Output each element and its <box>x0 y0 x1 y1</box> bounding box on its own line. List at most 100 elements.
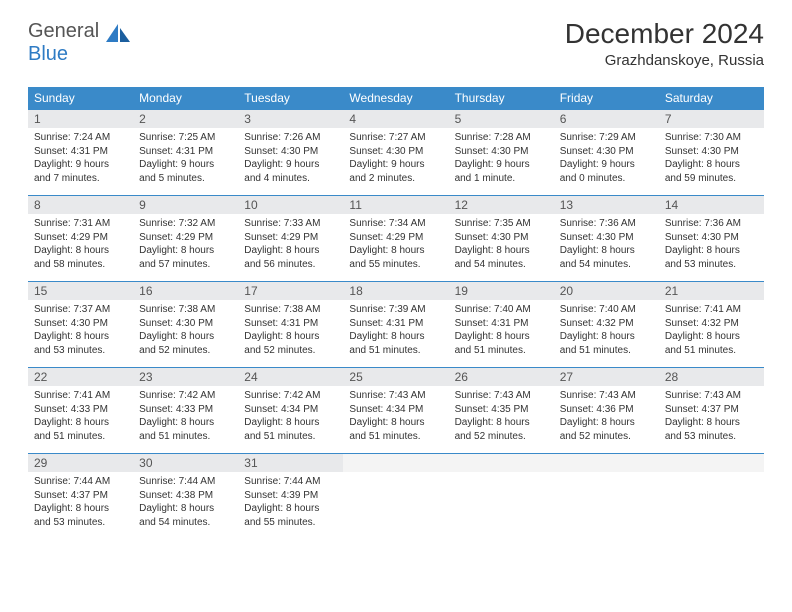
daylight-line: Daylight: 8 hours and 53 minutes. <box>665 244 758 271</box>
day-detail-cell: Sunrise: 7:42 AMSunset: 4:33 PMDaylight:… <box>133 386 238 454</box>
day-number-cell: 2 <box>133 110 238 129</box>
day-detail-cell: Sunrise: 7:25 AMSunset: 4:31 PMDaylight:… <box>133 128 238 196</box>
daylight-line: Daylight: 8 hours and 54 minutes. <box>455 244 548 271</box>
daylight-line: Daylight: 8 hours and 55 minutes. <box>349 244 442 271</box>
logo-word2: Blue <box>28 43 68 65</box>
day-detail-cell: Sunrise: 7:30 AMSunset: 4:30 PMDaylight:… <box>659 128 764 196</box>
day-detail-cell: Sunrise: 7:27 AMSunset: 4:30 PMDaylight:… <box>343 128 448 196</box>
day-detail-cell: Sunrise: 7:36 AMSunset: 4:30 PMDaylight:… <box>554 214 659 282</box>
day-detail-cell: Sunrise: 7:38 AMSunset: 4:31 PMDaylight:… <box>238 300 343 368</box>
daylight-line: Daylight: 8 hours and 51 minutes. <box>349 330 442 357</box>
sunrise-line: Sunrise: 7:40 AM <box>455 303 548 317</box>
day-detail-cell: Sunrise: 7:29 AMSunset: 4:30 PMDaylight:… <box>554 128 659 196</box>
daylight-line: Daylight: 8 hours and 53 minutes. <box>34 330 127 357</box>
sunrise-line: Sunrise: 7:41 AM <box>34 389 127 403</box>
sunset-line: Sunset: 4:38 PM <box>139 489 232 503</box>
day-of-week-header: Friday <box>554 87 659 110</box>
day-detail-cell: Sunrise: 7:41 AMSunset: 4:32 PMDaylight:… <box>659 300 764 368</box>
day-detail-cell <box>659 472 764 539</box>
day-detail-cell <box>554 472 659 539</box>
day-number-cell: 9 <box>133 196 238 215</box>
day-number-cell: 3 <box>238 110 343 129</box>
day-detail-cell: Sunrise: 7:43 AMSunset: 4:36 PMDaylight:… <box>554 386 659 454</box>
sunset-line: Sunset: 4:32 PM <box>560 317 653 331</box>
day-detail-cell: Sunrise: 7:38 AMSunset: 4:30 PMDaylight:… <box>133 300 238 368</box>
day-number-cell: 29 <box>28 454 133 473</box>
daylight-line: Daylight: 9 hours and 0 minutes. <box>560 158 653 185</box>
day-number-cell <box>659 454 764 473</box>
day-number-row: 15161718192021 <box>28 282 764 301</box>
sunset-line: Sunset: 4:31 PM <box>139 145 232 159</box>
daylight-line: Daylight: 8 hours and 52 minutes. <box>139 330 232 357</box>
daylight-line: Daylight: 8 hours and 56 minutes. <box>244 244 337 271</box>
daylight-line: Daylight: 9 hours and 2 minutes. <box>349 158 442 185</box>
sunrise-line: Sunrise: 7:36 AM <box>560 217 653 231</box>
title-block: December 2024 Grazhdanskoye, Russia <box>28 18 764 69</box>
day-number-cell: 30 <box>133 454 238 473</box>
day-number-row: 22232425262728 <box>28 368 764 387</box>
sunrise-line: Sunrise: 7:35 AM <box>455 217 548 231</box>
sunrise-line: Sunrise: 7:38 AM <box>139 303 232 317</box>
day-detail-cell: Sunrise: 7:43 AMSunset: 4:37 PMDaylight:… <box>659 386 764 454</box>
day-of-week-header: Saturday <box>659 87 764 110</box>
day-number-cell: 23 <box>133 368 238 387</box>
day-number-cell: 31 <box>238 454 343 473</box>
sunrise-line: Sunrise: 7:43 AM <box>455 389 548 403</box>
daylight-line: Daylight: 8 hours and 51 minutes. <box>349 416 442 443</box>
sunrise-line: Sunrise: 7:31 AM <box>34 217 127 231</box>
day-detail-row: Sunrise: 7:41 AM Sunset: 4:33 PM Daylight:… <box>28 386 764 454</box>
day-detail-cell: Sunrise: 7:37 AMSunset: 4:30 PMDaylight:… <box>28 300 133 368</box>
day-number-cell: 7 <box>659 110 764 129</box>
logo-text: General Blue <box>28 20 99 66</box>
sunset-line: Sunset: 4:30 PM <box>560 145 653 159</box>
sunset-line: Sunset: 4:33 PM <box>139 403 232 417</box>
day-number-cell: 25 <box>343 368 448 387</box>
day-number-cell <box>554 454 659 473</box>
daylight-line: Daylight: 8 hours and 51 minutes. <box>34 416 127 443</box>
day-detail-cell: Sunrise: 7:26 AMSunset: 4:30 PMDaylight:… <box>238 128 343 196</box>
day-number-cell: 19 <box>449 282 554 301</box>
sunset-line: Sunset: 4:31 PM <box>34 145 127 159</box>
day-number-cell: 17 <box>238 282 343 301</box>
day-of-week-header: Sunday <box>28 87 133 110</box>
logo-word1: General <box>28 20 99 42</box>
day-detail-cell: Sunrise: 7:42 AMSunset: 4:34 PMDaylight:… <box>238 386 343 454</box>
sunrise-line: Sunrise: 7:36 AM <box>665 217 758 231</box>
sunrise-line: Sunrise: 7:42 AM <box>139 389 232 403</box>
daylight-line: Daylight: 9 hours and 7 minutes. <box>34 158 127 185</box>
header: General Blue December 2024 Grazhdanskoye… <box>0 0 792 79</box>
day-number-cell: 24 <box>238 368 343 387</box>
daylight-line: Daylight: 8 hours and 51 minutes. <box>665 330 758 357</box>
sunset-line: Sunset: 4:36 PM <box>560 403 653 417</box>
sunset-line: Sunset: 4:29 PM <box>349 231 442 245</box>
day-detail-row: Sunrise: 7:44 AMSunset: 4:37 PMDaylight:… <box>28 472 764 539</box>
sunrise-line: Sunrise: 7:44 AM <box>139 475 232 489</box>
sunrise-line: Sunrise: 7:43 AM <box>560 389 653 403</box>
day-detail-cell: Sunrise: 7:35 AMSunset: 4:30 PMDaylight:… <box>449 214 554 282</box>
sunset-line: Sunset: 4:29 PM <box>244 231 337 245</box>
day-number-cell: 22 <box>28 368 133 387</box>
daylight-line: Daylight: 8 hours and 57 minutes. <box>139 244 232 271</box>
day-number-cell <box>449 454 554 473</box>
sunrise-line: Sunrise: 7:43 AM <box>349 389 442 403</box>
sunrise-line: Sunrise: 7:44 AM <box>244 475 337 489</box>
daylight-line: Daylight: 8 hours and 51 minutes. <box>244 416 337 443</box>
daylight-line: Daylight: 8 hours and 55 minutes. <box>244 502 337 529</box>
day-number-cell: 18 <box>343 282 448 301</box>
day-number-row: 1234567 <box>28 110 764 129</box>
daylight-line: Daylight: 8 hours and 53 minutes. <box>34 502 127 529</box>
sunset-line: Sunset: 4:34 PM <box>244 403 337 417</box>
sunset-line: Sunset: 4:37 PM <box>665 403 758 417</box>
sunrise-line: Sunrise: 7:32 AM <box>139 217 232 231</box>
day-of-week-header: Wednesday <box>343 87 448 110</box>
sunrise-line: Sunrise: 7:39 AM <box>349 303 442 317</box>
day-of-week-row: SundayMondayTuesdayWednesdayThursdayFrid… <box>28 87 764 110</box>
day-detail-cell <box>343 472 448 539</box>
daylight-line: Daylight: 8 hours and 53 minutes. <box>665 416 758 443</box>
sunset-line: Sunset: 4:29 PM <box>34 231 127 245</box>
day-number-cell: 11 <box>343 196 448 215</box>
sunrise-line: Sunrise: 7:29 AM <box>560 131 653 145</box>
sunset-line: Sunset: 4:30 PM <box>455 231 548 245</box>
sunrise-line: Sunrise: 7:44 AM <box>34 475 127 489</box>
sunset-line: Sunset: 4:30 PM <box>244 145 337 159</box>
